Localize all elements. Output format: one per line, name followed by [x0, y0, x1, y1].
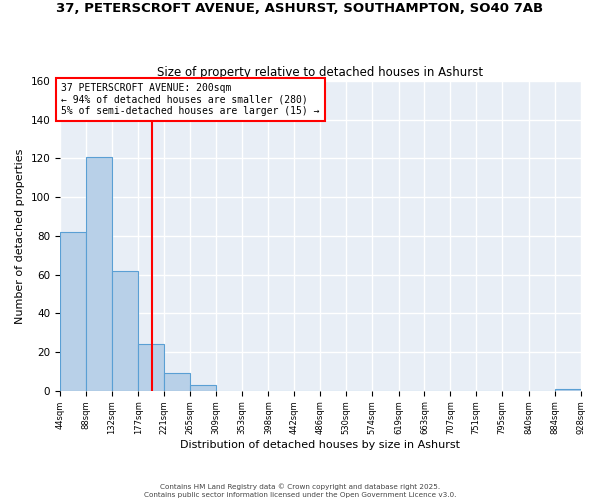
- Y-axis label: Number of detached properties: Number of detached properties: [15, 148, 25, 324]
- Text: 37 PETERSCROFT AVENUE: 200sqm
← 94% of detached houses are smaller (280)
5% of s: 37 PETERSCROFT AVENUE: 200sqm ← 94% of d…: [61, 83, 320, 116]
- Bar: [60, 232, 86, 390]
- Bar: [112, 270, 139, 390]
- Bar: [164, 374, 190, 390]
- Text: 37, PETERSCROFT AVENUE, ASHURST, SOUTHAMPTON, SO40 7AB: 37, PETERSCROFT AVENUE, ASHURST, SOUTHAM…: [56, 2, 544, 16]
- Title: Size of property relative to detached houses in Ashurst: Size of property relative to detached ho…: [157, 66, 484, 78]
- Text: Contains HM Land Registry data © Crown copyright and database right 2025.
Contai: Contains HM Land Registry data © Crown c…: [144, 484, 456, 498]
- Bar: [190, 385, 216, 390]
- Bar: [554, 389, 581, 390]
- X-axis label: Distribution of detached houses by size in Ashurst: Distribution of detached houses by size …: [180, 440, 460, 450]
- Bar: [139, 344, 164, 391]
- Bar: [86, 156, 112, 390]
